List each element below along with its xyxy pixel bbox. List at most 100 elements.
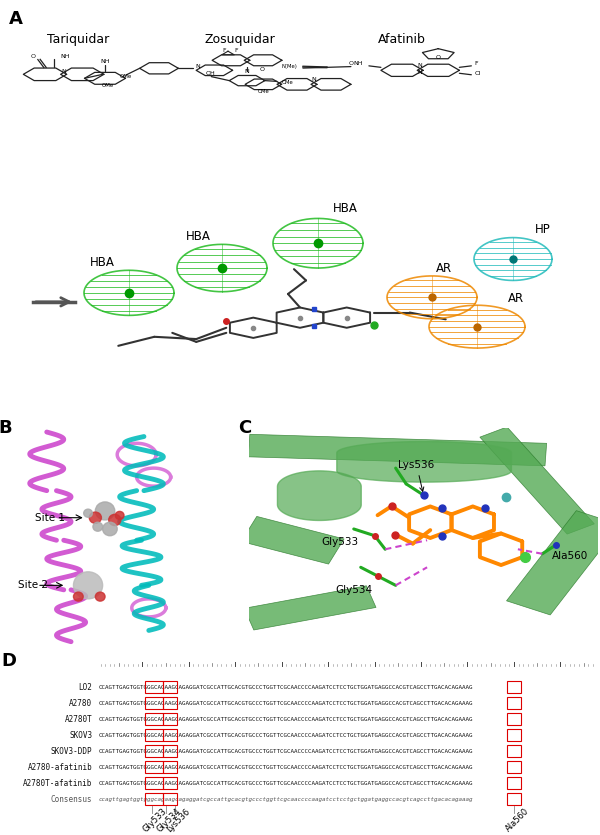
Text: N(Me): N(Me) bbox=[281, 64, 297, 69]
Text: O: O bbox=[349, 62, 353, 67]
Bar bbox=[145, 697, 163, 709]
Circle shape bbox=[89, 512, 101, 524]
Circle shape bbox=[95, 502, 115, 520]
Text: CCAGTTGAGTGGTGGGCAGAAGCAGAGGATCGCCATTGCACGTGCCCTGGTTCGCAACCCCAAGATCCTCCTGCTGGATG: CCAGTTGAGTGGTGGGCAGAAGCAGAGGATCGCCATTGCA… bbox=[98, 749, 473, 754]
Bar bbox=[163, 745, 177, 757]
Circle shape bbox=[73, 572, 103, 599]
Bar bbox=[145, 777, 163, 789]
Text: CCAGTTGAGTGGTGGGCAGAAGCAGAGGATCGCCATTGCACGTGCCCTGGTTCGCAACCCCAAGATCCTCCTGCTGGATG: CCAGTTGAGTGGTGGGCAGAAGCAGAGGATCGCCATTGCA… bbox=[98, 732, 473, 737]
Text: Consensus: Consensus bbox=[50, 795, 92, 804]
Bar bbox=[507, 745, 521, 757]
Text: O: O bbox=[31, 53, 35, 58]
PathPatch shape bbox=[248, 434, 547, 466]
Text: NH: NH bbox=[60, 54, 70, 59]
Text: AR: AR bbox=[436, 262, 452, 276]
Text: N: N bbox=[418, 70, 422, 75]
Text: N: N bbox=[61, 68, 66, 73]
Bar bbox=[163, 777, 177, 789]
Text: HBA: HBA bbox=[332, 202, 358, 215]
Bar bbox=[163, 697, 177, 709]
Text: SKOV3: SKOV3 bbox=[69, 731, 92, 740]
Text: ccagttgagtggtgggcagaagcagaggatcgccattgcacgtgccctggttcgcaaccccaagatcctcctgctggatg: ccagttgagtggtgggcagaagcagaggatcgccattgca… bbox=[98, 797, 473, 802]
Bar bbox=[507, 713, 521, 725]
Bar bbox=[163, 729, 177, 741]
Circle shape bbox=[103, 522, 117, 536]
Bar bbox=[507, 729, 521, 741]
Text: Ala560: Ala560 bbox=[503, 807, 530, 833]
Text: N: N bbox=[418, 63, 422, 68]
Circle shape bbox=[95, 592, 105, 601]
Text: CCAGTTGAGTGGTGGGCAGAAGCAGAGGATCGCCATTGCACGTGCCCTGGTTCGCAACCCCAAGATCCTCCTGCTGGATG: CCAGTTGAGTGGTGGGCAGAAGCAGAGGATCGCCATTGCA… bbox=[98, 716, 473, 721]
Bar bbox=[163, 713, 177, 725]
Text: A2780-afatinib: A2780-afatinib bbox=[28, 762, 92, 772]
Text: Tariquidar: Tariquidar bbox=[47, 33, 109, 46]
Bar bbox=[145, 745, 163, 757]
Text: CCAGTTGAGTGGTGGGCAGAAGCAGAGGATCGCCATTGCACGTGCCCTGGTTCGCAACCCCAAGATCCTCCTGCTGGATG: CCAGTTGAGTGGTGGGCAGAAGCAGAGGATCGCCATTGCA… bbox=[98, 685, 473, 690]
Text: SKOV3-DDP: SKOV3-DDP bbox=[50, 746, 92, 756]
Text: Zosuquidar: Zosuquidar bbox=[205, 33, 275, 46]
Text: F: F bbox=[475, 62, 478, 67]
Text: A2780T-afatinib: A2780T-afatinib bbox=[23, 779, 92, 787]
Text: HP: HP bbox=[535, 223, 551, 236]
Text: N: N bbox=[245, 68, 250, 73]
Bar bbox=[145, 793, 163, 805]
Bar bbox=[145, 713, 163, 725]
Text: LO2: LO2 bbox=[79, 682, 92, 691]
Text: OMe: OMe bbox=[281, 80, 293, 85]
Bar bbox=[507, 697, 521, 709]
Text: Site 2: Site 2 bbox=[17, 580, 47, 590]
Circle shape bbox=[73, 592, 83, 601]
Bar bbox=[163, 762, 177, 773]
Bar bbox=[145, 681, 163, 693]
Text: Lys536: Lys536 bbox=[398, 460, 435, 491]
Text: N: N bbox=[195, 64, 200, 69]
Text: CCAGTTGAGTGGTGGGCAGAAGCAGAGGATCGCCATTGCACGTGCCCTGGTTCGCAACCCCAAGATCCTCCTGCTGGATG: CCAGTTGAGTGGTGGGCAGAAGCAGAGGATCGCCATTGCA… bbox=[98, 781, 473, 786]
Text: O: O bbox=[259, 68, 264, 73]
Text: Lys536: Lys536 bbox=[164, 807, 191, 833]
Circle shape bbox=[93, 522, 103, 531]
Text: Cl: Cl bbox=[475, 71, 481, 76]
Text: B: B bbox=[0, 418, 12, 437]
Text: HBA: HBA bbox=[89, 256, 115, 269]
Text: Gly533: Gly533 bbox=[141, 807, 169, 833]
Text: F: F bbox=[222, 48, 226, 53]
Text: Gly534: Gly534 bbox=[155, 807, 182, 833]
PathPatch shape bbox=[480, 427, 595, 534]
Bar bbox=[163, 793, 177, 805]
Text: Afatinib: Afatinib bbox=[378, 33, 426, 46]
Text: A2780T: A2780T bbox=[65, 715, 92, 724]
Bar bbox=[507, 793, 521, 805]
Text: Site 1: Site 1 bbox=[35, 513, 65, 523]
Text: F: F bbox=[234, 48, 238, 53]
Text: NH: NH bbox=[353, 62, 363, 67]
Text: AR: AR bbox=[508, 291, 524, 305]
Text: O: O bbox=[436, 55, 441, 60]
Bar bbox=[507, 681, 521, 693]
Text: OMe: OMe bbox=[102, 83, 114, 88]
Text: NH: NH bbox=[100, 59, 110, 64]
Text: OMe: OMe bbox=[120, 74, 132, 79]
Bar bbox=[507, 777, 521, 789]
Circle shape bbox=[115, 511, 124, 519]
Text: HBA: HBA bbox=[185, 230, 211, 243]
Circle shape bbox=[109, 514, 121, 525]
Circle shape bbox=[83, 509, 92, 517]
Text: CCAGTTGAGTGGTGGGCAGAAGCAGAGGATCGCCATTGCACGTGCCCTGGTTCGCAACCCCAAGATCCTCCTGCTGGATG: CCAGTTGAGTGGTGGGCAGAAGCAGAGGATCGCCATTGCA… bbox=[98, 765, 473, 770]
Text: OH: OH bbox=[205, 71, 215, 76]
Text: A2780: A2780 bbox=[69, 699, 92, 707]
Bar bbox=[145, 729, 163, 741]
Text: C: C bbox=[239, 418, 252, 437]
Text: A: A bbox=[9, 10, 23, 28]
PathPatch shape bbox=[241, 516, 344, 564]
Text: CCAGTTGAGTGGTGGGCAGAAGCAGAGGATCGCCATTGCACGTGCCCTGGTTCGCAACCCCAAGATCCTCCTGCTGGATG: CCAGTTGAGTGGTGGGCAGAAGCAGAGGATCGCCATTGCA… bbox=[98, 701, 473, 706]
Text: Gly533: Gly533 bbox=[321, 538, 358, 548]
PathPatch shape bbox=[244, 586, 376, 630]
Bar bbox=[507, 762, 521, 773]
Text: OMe: OMe bbox=[257, 89, 269, 94]
Bar bbox=[163, 681, 177, 693]
Text: N: N bbox=[311, 77, 316, 82]
Text: Ala560: Ala560 bbox=[552, 551, 589, 561]
Text: Gly534: Gly534 bbox=[335, 584, 373, 595]
Bar bbox=[145, 762, 163, 773]
PathPatch shape bbox=[506, 511, 600, 615]
